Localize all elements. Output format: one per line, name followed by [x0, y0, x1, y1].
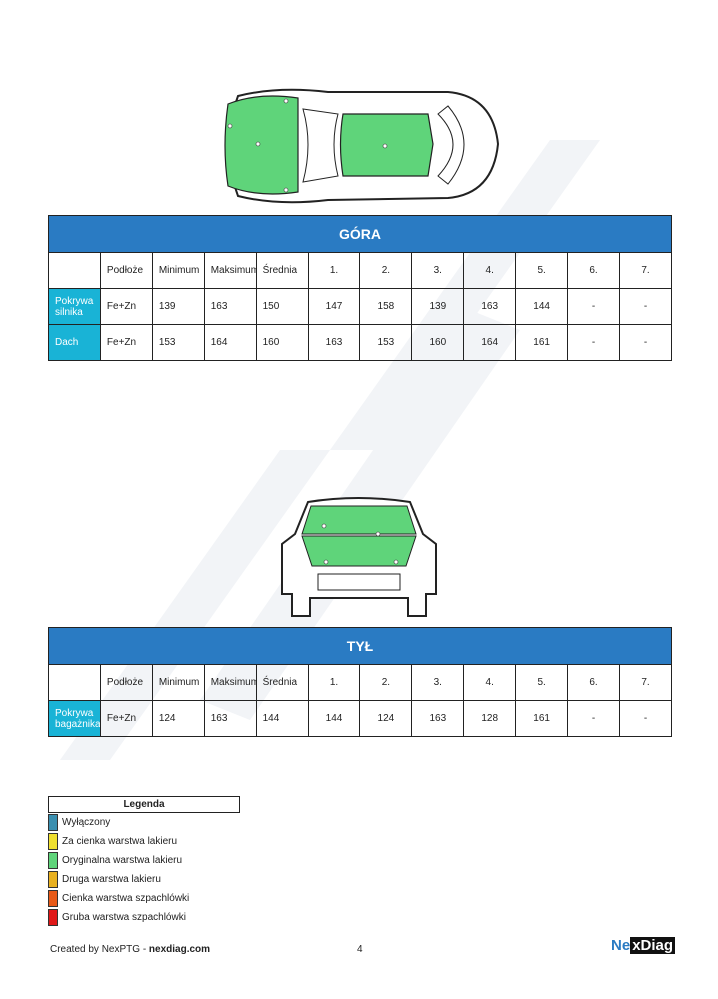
table-title: GÓRA	[48, 215, 672, 253]
column-header: Podłoże	[99, 664, 153, 701]
legend-item: Druga warstwa lakieru	[48, 870, 240, 889]
legend-label: Cienka warstwa szpachlówki	[62, 893, 190, 904]
table-cell: 164	[203, 324, 257, 361]
legend-item: Gruba warstwa szpachlówki	[48, 908, 240, 927]
header-row: Podłoże Minimum Maksimum Średnia 1. 2. 3. 4. 5. 6…	[48, 664, 673, 701]
table-cell: 163	[411, 700, 465, 737]
column-header: Średnia	[255, 252, 309, 289]
table-cell: 128	[463, 700, 517, 737]
legend-label: Druga warstwa lakieru	[62, 874, 161, 885]
column-header: Minimum	[151, 664, 205, 701]
legend-label: Wyłączony	[62, 817, 111, 828]
table-cell: 144	[307, 700, 361, 737]
table-cell: 153	[151, 324, 205, 361]
table-cell: 139	[411, 288, 465, 325]
table-cell: Fe+Zn	[99, 288, 153, 325]
part-name: Pokrywa silnika	[48, 288, 101, 325]
table-cell: 124	[359, 700, 413, 737]
rear-table: TYŁ Podłoże Minimum Maksimum Średnia 1. 2. 3. 4…	[48, 627, 673, 737]
color-swatch	[48, 814, 58, 831]
column-header: Maksimum	[203, 252, 257, 289]
column-header: 3.	[411, 664, 465, 701]
column-header: Maksimum	[203, 664, 257, 701]
color-swatch	[48, 909, 58, 926]
site-link[interactable]: nexdiag.com	[148, 944, 211, 955]
column-header: 1.	[307, 664, 361, 701]
table-row: Pokrywa silnika Fe+Zn 139 163 150 147 158 139 16…	[48, 288, 673, 325]
color-swatch	[48, 890, 58, 907]
column-header: 4.	[463, 664, 517, 701]
table-cell: Fe+Zn	[99, 324, 153, 361]
table-cell: Fe+Zn	[99, 700, 153, 737]
table-row: Dach Fe+Zn 153 164 160 163 153 160 164 161- -	[48, 324, 673, 361]
column-header: 2.	[359, 252, 413, 289]
created-by: Created by NexPTG -	[50, 944, 149, 955]
column-header: 2.	[359, 664, 413, 701]
legend-item: Wyłączony	[48, 813, 240, 832]
column-header: 1.	[307, 252, 361, 289]
table-row: Pokrywa bagażnika Fe+Zn 124 163 144 144 124 163…	[48, 700, 673, 737]
table-cell: 161	[515, 700, 569, 737]
column-header: 6.	[567, 664, 620, 701]
table-cell: 160	[255, 324, 309, 361]
table-cell: -	[567, 324, 620, 361]
column-header: 5.	[515, 252, 569, 289]
nexdiag-logo: Ne xDiag	[611, 937, 676, 954]
legend-label: Za cienka warstwa lakieru	[62, 836, 178, 847]
column-header: 3.	[411, 252, 465, 289]
column-header: Minimum	[151, 252, 205, 289]
table-cell: 163	[203, 700, 257, 737]
column-header	[48, 252, 101, 289]
table-cell: 163	[203, 288, 257, 325]
color-swatch	[48, 833, 58, 850]
table-cell: 144	[515, 288, 569, 325]
car-rear-view	[281, 497, 437, 617]
color-swatch	[48, 871, 58, 888]
table-cell: 163	[463, 288, 517, 325]
legend-title: Legenda	[48, 796, 240, 813]
table-cell: 164	[463, 324, 517, 361]
table-cell: -	[618, 288, 673, 325]
color-swatch	[48, 852, 58, 869]
car-top-view	[224, 88, 500, 204]
table-title: TYŁ	[48, 627, 672, 665]
table-cell: 158	[359, 288, 413, 325]
table-cell: 139	[151, 288, 205, 325]
table-cell: -	[567, 288, 620, 325]
legend: Legenda Wyłączony Za cienka warstwa lakie…	[48, 796, 240, 927]
legend-item: Oryginalna warstwa lakieru	[48, 851, 240, 870]
legend-label: Gruba warstwa szpachlówki	[62, 912, 186, 923]
column-header: 7.	[618, 664, 673, 701]
top-table: GÓRA Podłoże Minimum Maksimum Średnia 1. 2. 3.…	[48, 215, 673, 361]
header-row: Podłoże Minimum Maksimum Średnia 1. 2. 3. 4. 5. 6…	[48, 252, 673, 289]
column-header	[48, 664, 101, 701]
table-cell: 161	[515, 324, 569, 361]
column-header: 4.	[463, 252, 517, 289]
table-cell: 160	[411, 324, 465, 361]
table-cell: -	[567, 700, 620, 737]
table-cell: 163	[307, 324, 361, 361]
table-cell: 147	[307, 288, 361, 325]
table-cell: 150	[255, 288, 309, 325]
column-header: Podłoże	[99, 252, 153, 289]
column-header: 6.	[567, 252, 620, 289]
table-cell: 124	[151, 700, 205, 737]
footer-credit: Created by NexPTG - nexdiag.com	[50, 944, 210, 955]
part-name: Dach	[48, 324, 101, 361]
table-cell: 153	[359, 324, 413, 361]
legend-item: Cienka warstwa szpachlówki	[48, 889, 240, 908]
legend-label: Oryginalna warstwa lakieru	[62, 855, 183, 866]
page-number: 4	[357, 944, 363, 955]
table-cell: -	[618, 324, 673, 361]
table-cell: 144	[255, 700, 309, 737]
column-header: 5.	[515, 664, 569, 701]
column-header: 7.	[618, 252, 673, 289]
part-name: Pokrywa bagażnika	[48, 700, 101, 737]
column-header: Średnia	[255, 664, 309, 701]
table-cell: -	[618, 700, 673, 737]
legend-item: Za cienka warstwa lakieru	[48, 832, 240, 851]
